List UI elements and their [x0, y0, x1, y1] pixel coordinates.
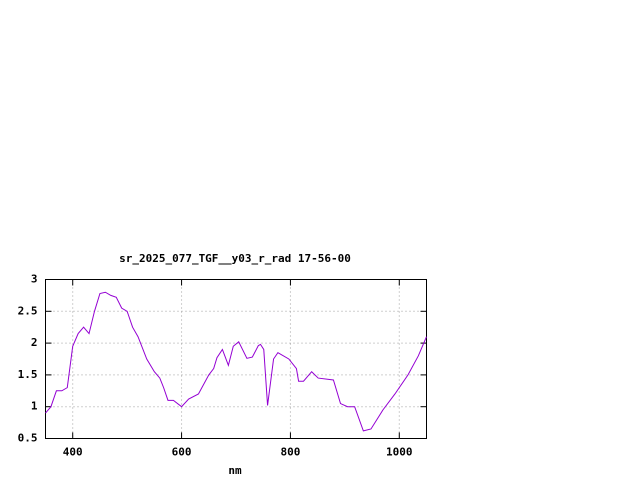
y-tick-label: 1.5 — [18, 368, 38, 381]
y-tick-label: 0.5 — [18, 432, 38, 445]
data-line — [45, 291, 427, 432]
chart-title: sr_2025_077_TGF__y03_r_rad 17-56-00 — [119, 252, 351, 265]
x-axis-label: nm — [228, 464, 242, 477]
y-tick-label: 1 — [31, 400, 38, 413]
x-tick-label: 800 — [280, 446, 300, 459]
y-tick-label: 2.5 — [18, 304, 38, 317]
y-tick-label: 3 — [31, 273, 38, 286]
x-tick-label: 400 — [63, 446, 83, 459]
x-tick-label: 1000 — [386, 446, 413, 459]
x-tick-label: 600 — [172, 446, 192, 459]
y-tick-label: 2 — [31, 336, 38, 349]
plot-border — [45, 279, 427, 439]
